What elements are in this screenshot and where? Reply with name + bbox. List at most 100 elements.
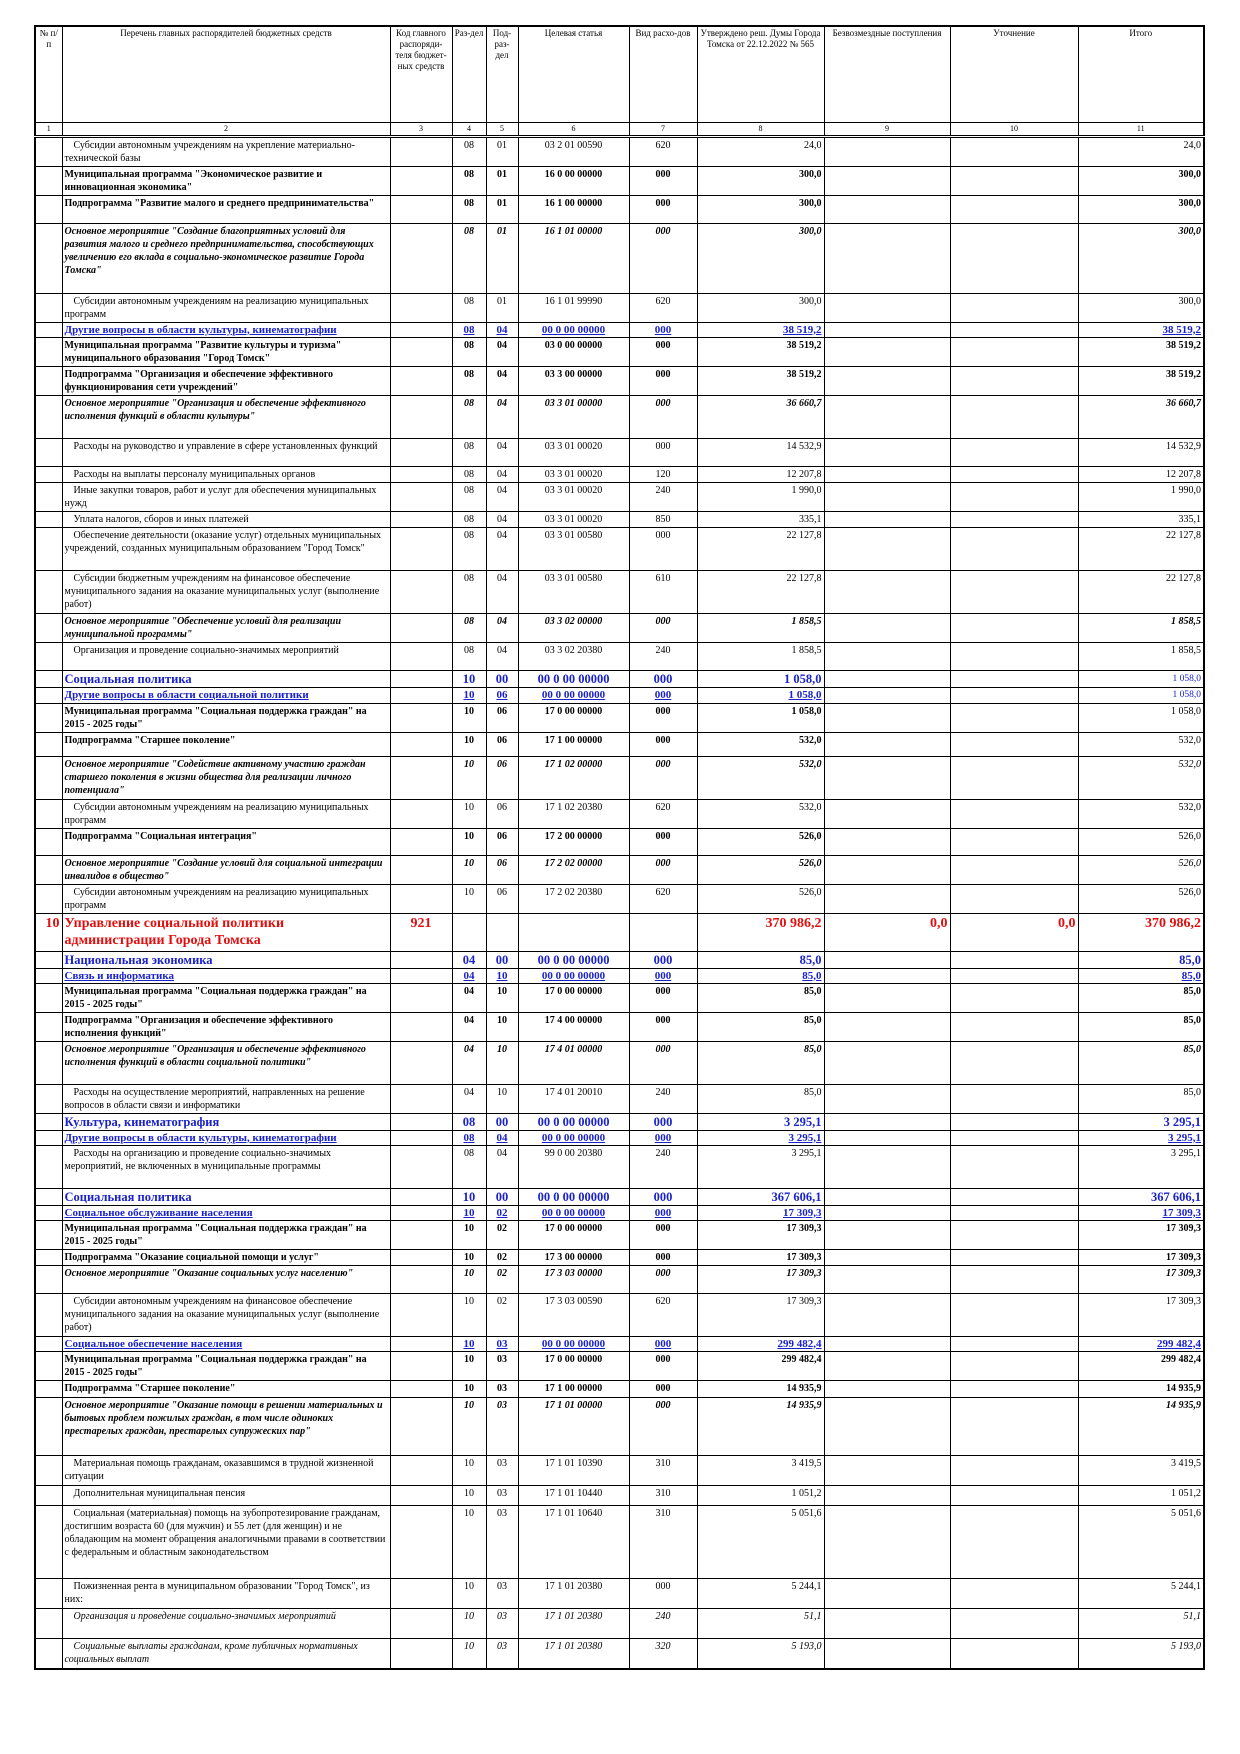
table-cell bbox=[34, 798, 63, 829]
table-cell bbox=[823, 1637, 951, 1670]
table-cell bbox=[34, 510, 63, 528]
table-cell bbox=[389, 686, 453, 704]
table-cell: 00 0 00 00000 bbox=[517, 321, 630, 338]
table-cell: 08 bbox=[451, 135, 487, 167]
table-cell: 300,0 bbox=[1077, 292, 1205, 323]
table-cell: 320 bbox=[628, 1637, 698, 1670]
table-cell: 000 bbox=[628, 1379, 698, 1398]
table-cell: 240 bbox=[628, 1144, 698, 1189]
table-cell: 370 986,2 bbox=[1077, 912, 1205, 952]
table-cell: 04 bbox=[485, 365, 519, 396]
table-cell bbox=[389, 1040, 453, 1085]
table-cell bbox=[949, 135, 1079, 167]
table-cell: 3 295,1 bbox=[696, 1112, 825, 1131]
table-cell bbox=[389, 883, 453, 914]
table-row: Основное мероприятие "Оказание помощи в … bbox=[34, 1396, 1205, 1456]
table-cell: 000 bbox=[628, 336, 698, 367]
table-cell: 10 bbox=[949, 121, 1079, 138]
table-cell: Социальная (материальная) помощь на зубо… bbox=[61, 1504, 391, 1579]
table-cell: 03 bbox=[485, 1504, 519, 1579]
table-cell: Уплата налогов, сборов и иных платежей bbox=[61, 510, 391, 528]
table-cell: Подпрограмма "Развитие малого и среднего… bbox=[61, 194, 391, 224]
table-cell: 01 bbox=[485, 194, 519, 224]
table-row: Субсидии автономным учреждениям на укреп… bbox=[34, 135, 1205, 167]
table-cell bbox=[34, 854, 63, 885]
table-cell: 03 bbox=[485, 1379, 519, 1398]
table-cell bbox=[949, 465, 1079, 483]
table-cell bbox=[389, 1112, 453, 1131]
table-cell: 000 bbox=[628, 365, 698, 396]
table-cell: 03 3 01 00000 bbox=[517, 394, 630, 439]
table-cell: 00 0 00 00000 bbox=[517, 950, 630, 969]
table-cell: 10 bbox=[485, 1083, 519, 1114]
table-cell: 85,0 bbox=[1077, 982, 1205, 1013]
table-cell: 03 3 02 00000 bbox=[517, 612, 630, 643]
table-cell bbox=[389, 1350, 453, 1381]
table-cell: 1 990,0 bbox=[1077, 481, 1205, 512]
table-cell bbox=[34, 1484, 63, 1506]
table-cell: 000 bbox=[628, 669, 698, 688]
table-cell bbox=[949, 1607, 1079, 1639]
table-cell: 620 bbox=[628, 798, 698, 829]
table-row: Муниципальная программа "Экономическое р… bbox=[34, 165, 1205, 196]
table-row: Основное мероприятие "Обеспечение услови… bbox=[34, 612, 1205, 643]
table-cell: 3 295,1 bbox=[1077, 1144, 1205, 1189]
table-cell: 10 bbox=[451, 731, 487, 757]
table-cell bbox=[949, 1112, 1079, 1131]
table-cell: 08 bbox=[451, 365, 487, 396]
table-cell: 17 3 00 00000 bbox=[517, 1248, 630, 1266]
table-cell: 04 bbox=[485, 569, 519, 614]
table-cell: 03 bbox=[485, 1335, 519, 1352]
table-cell: 000 bbox=[628, 1577, 698, 1609]
table-cell bbox=[34, 569, 63, 614]
table-cell: 300,0 bbox=[696, 165, 825, 196]
table-row: Основное мероприятие "Содействие активно… bbox=[34, 755, 1205, 800]
table-cell: 17 1 01 20380 bbox=[517, 1607, 630, 1639]
table-cell: 03 3 01 00020 bbox=[517, 437, 630, 467]
table-cell: 17 3 03 00590 bbox=[517, 1292, 630, 1337]
table-cell bbox=[823, 336, 951, 367]
table-cell bbox=[949, 365, 1079, 396]
table-cell: 10 bbox=[451, 1264, 487, 1294]
table-cell: 10 bbox=[451, 1637, 487, 1670]
table-cell bbox=[389, 1607, 453, 1639]
table-cell bbox=[34, 641, 63, 671]
table-cell bbox=[823, 1607, 951, 1639]
table-cell: 06 bbox=[485, 883, 519, 914]
table-cell: 1 051,2 bbox=[1077, 1484, 1205, 1506]
table-cell bbox=[823, 437, 951, 467]
table-cell: 10 bbox=[451, 1219, 487, 1250]
table-cell bbox=[34, 437, 63, 467]
table-row: Подпрограмма "Развитие малого и среднего… bbox=[34, 194, 1205, 224]
table-cell: 02 bbox=[485, 1248, 519, 1266]
table-cell: Иные закупки товаров, работ и услуг для … bbox=[61, 481, 391, 512]
table-cell: 300,0 bbox=[696, 292, 825, 323]
table-cell: 85,0 bbox=[696, 982, 825, 1013]
table-row: Иные закупки товаров, работ и услуг для … bbox=[34, 481, 1205, 512]
table-cell bbox=[389, 854, 453, 885]
table-cell: 17 309,3 bbox=[696, 1219, 825, 1250]
table-row: Уплата налогов, сборов и иных платежей 08… bbox=[34, 510, 1205, 528]
table-cell: 1 bbox=[34, 121, 63, 138]
table-cell: 532,0 bbox=[696, 755, 825, 800]
table-cell: 03 bbox=[485, 1484, 519, 1506]
table-cell bbox=[949, 510, 1079, 528]
table-cell: Субсидии автономным учреждениям на реали… bbox=[61, 292, 391, 323]
table-cell bbox=[823, 465, 951, 483]
table-cell bbox=[823, 702, 951, 733]
table-cell: 14 935,9 bbox=[1077, 1396, 1205, 1456]
table-cell bbox=[823, 755, 951, 800]
table-cell: 06 bbox=[485, 854, 519, 885]
table-cell: 000 bbox=[628, 702, 698, 733]
table-cell bbox=[34, 1577, 63, 1609]
table-cell bbox=[34, 194, 63, 224]
table-row: Национальная экономика 04 00 00 0 00 00000 0… bbox=[34, 950, 1205, 969]
table-cell: 17 4 00 00000 bbox=[517, 1011, 630, 1042]
table-cell bbox=[949, 1379, 1079, 1398]
table-cell: 04 bbox=[485, 526, 519, 571]
table-cell bbox=[823, 1011, 951, 1042]
table-cell bbox=[34, 135, 63, 167]
table-cell: Целевая статья bbox=[517, 25, 630, 123]
table-cell: 10 bbox=[451, 1454, 487, 1486]
table-cell: 36 660,7 bbox=[696, 394, 825, 439]
